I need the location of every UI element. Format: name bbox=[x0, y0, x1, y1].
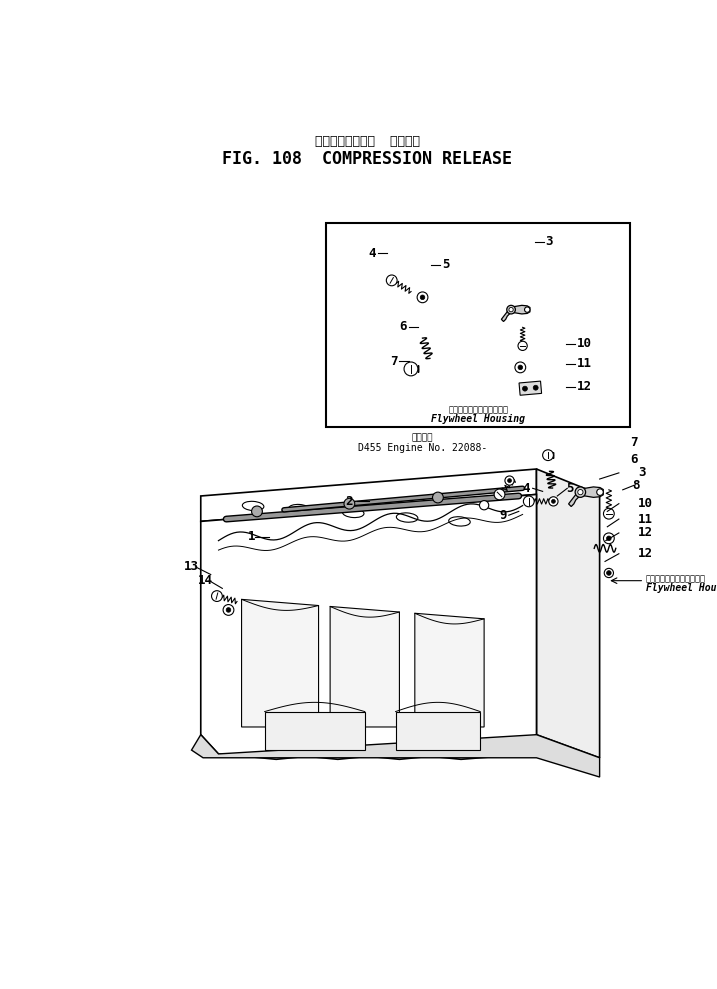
Circle shape bbox=[212, 590, 222, 601]
Text: フライホイールハウジング: フライホイールハウジング bbox=[646, 575, 706, 584]
Circle shape bbox=[604, 569, 614, 578]
Text: 2: 2 bbox=[346, 494, 353, 508]
Text: 6: 6 bbox=[631, 453, 638, 466]
Text: 5: 5 bbox=[566, 482, 573, 494]
Text: 11: 11 bbox=[638, 512, 653, 525]
Circle shape bbox=[420, 295, 425, 300]
Text: 12: 12 bbox=[638, 526, 653, 539]
Circle shape bbox=[604, 508, 614, 519]
Text: Flywheel Housing: Flywheel Housing bbox=[432, 414, 526, 424]
Polygon shape bbox=[536, 469, 599, 758]
Circle shape bbox=[518, 341, 527, 350]
Text: 3: 3 bbox=[638, 467, 645, 480]
Polygon shape bbox=[201, 494, 536, 760]
Text: 9: 9 bbox=[499, 508, 506, 522]
Text: 11: 11 bbox=[576, 357, 592, 370]
Text: 5: 5 bbox=[442, 258, 450, 271]
Circle shape bbox=[404, 362, 418, 376]
Circle shape bbox=[518, 365, 523, 370]
Circle shape bbox=[607, 536, 611, 541]
Text: コンプレッション  リリーズ: コンプレッション リリーズ bbox=[315, 135, 420, 148]
Text: 6: 6 bbox=[399, 320, 407, 333]
Circle shape bbox=[252, 506, 262, 517]
Polygon shape bbox=[580, 487, 603, 497]
Circle shape bbox=[226, 607, 231, 612]
Text: 10: 10 bbox=[576, 337, 592, 350]
Circle shape bbox=[515, 362, 526, 373]
Circle shape bbox=[523, 386, 528, 391]
Polygon shape bbox=[415, 613, 484, 727]
Text: FIG. 108  COMPRESSION RELEASE: FIG. 108 COMPRESSION RELEASE bbox=[222, 149, 513, 168]
Text: 12: 12 bbox=[576, 380, 592, 394]
Circle shape bbox=[494, 489, 505, 499]
Circle shape bbox=[523, 495, 534, 506]
Circle shape bbox=[578, 490, 583, 494]
Polygon shape bbox=[519, 381, 541, 396]
Text: 8: 8 bbox=[632, 479, 640, 492]
Circle shape bbox=[507, 306, 516, 314]
Text: 12: 12 bbox=[638, 547, 653, 560]
Circle shape bbox=[417, 292, 428, 303]
Text: 10: 10 bbox=[638, 497, 653, 510]
Polygon shape bbox=[330, 606, 399, 727]
Text: 4: 4 bbox=[369, 247, 376, 260]
Circle shape bbox=[386, 275, 397, 286]
Circle shape bbox=[549, 496, 558, 506]
Circle shape bbox=[505, 476, 514, 486]
Text: 7: 7 bbox=[390, 355, 398, 368]
Circle shape bbox=[344, 498, 355, 509]
Polygon shape bbox=[501, 308, 512, 321]
Polygon shape bbox=[511, 306, 530, 314]
Text: 14: 14 bbox=[198, 575, 213, 587]
Polygon shape bbox=[242, 599, 318, 727]
Circle shape bbox=[508, 479, 511, 483]
Polygon shape bbox=[201, 469, 536, 521]
Circle shape bbox=[525, 307, 530, 313]
Circle shape bbox=[597, 489, 603, 495]
Text: 13: 13 bbox=[184, 561, 199, 574]
Text: Flywheel Housing: Flywheel Housing bbox=[646, 584, 717, 593]
Text: 3: 3 bbox=[546, 235, 554, 248]
Polygon shape bbox=[569, 491, 581, 506]
Circle shape bbox=[480, 500, 489, 510]
Text: 適用機種: 適用機種 bbox=[412, 434, 433, 443]
Text: 1: 1 bbox=[248, 530, 255, 543]
Circle shape bbox=[607, 571, 611, 576]
Circle shape bbox=[551, 499, 556, 503]
Text: フライホイールハウジング: フライホイールハウジング bbox=[448, 405, 508, 414]
Circle shape bbox=[543, 450, 554, 461]
Circle shape bbox=[432, 493, 443, 503]
Bar bbox=[326, 223, 630, 426]
Polygon shape bbox=[396, 711, 480, 750]
Polygon shape bbox=[191, 735, 599, 777]
Circle shape bbox=[533, 386, 538, 391]
Text: D455 Engine No. 22088-: D455 Engine No. 22088- bbox=[358, 443, 487, 453]
Text: 4: 4 bbox=[523, 482, 531, 494]
Circle shape bbox=[575, 487, 586, 497]
Circle shape bbox=[604, 533, 614, 544]
Circle shape bbox=[509, 308, 513, 312]
Text: 7: 7 bbox=[631, 435, 638, 449]
Circle shape bbox=[223, 604, 234, 615]
Polygon shape bbox=[265, 711, 365, 750]
